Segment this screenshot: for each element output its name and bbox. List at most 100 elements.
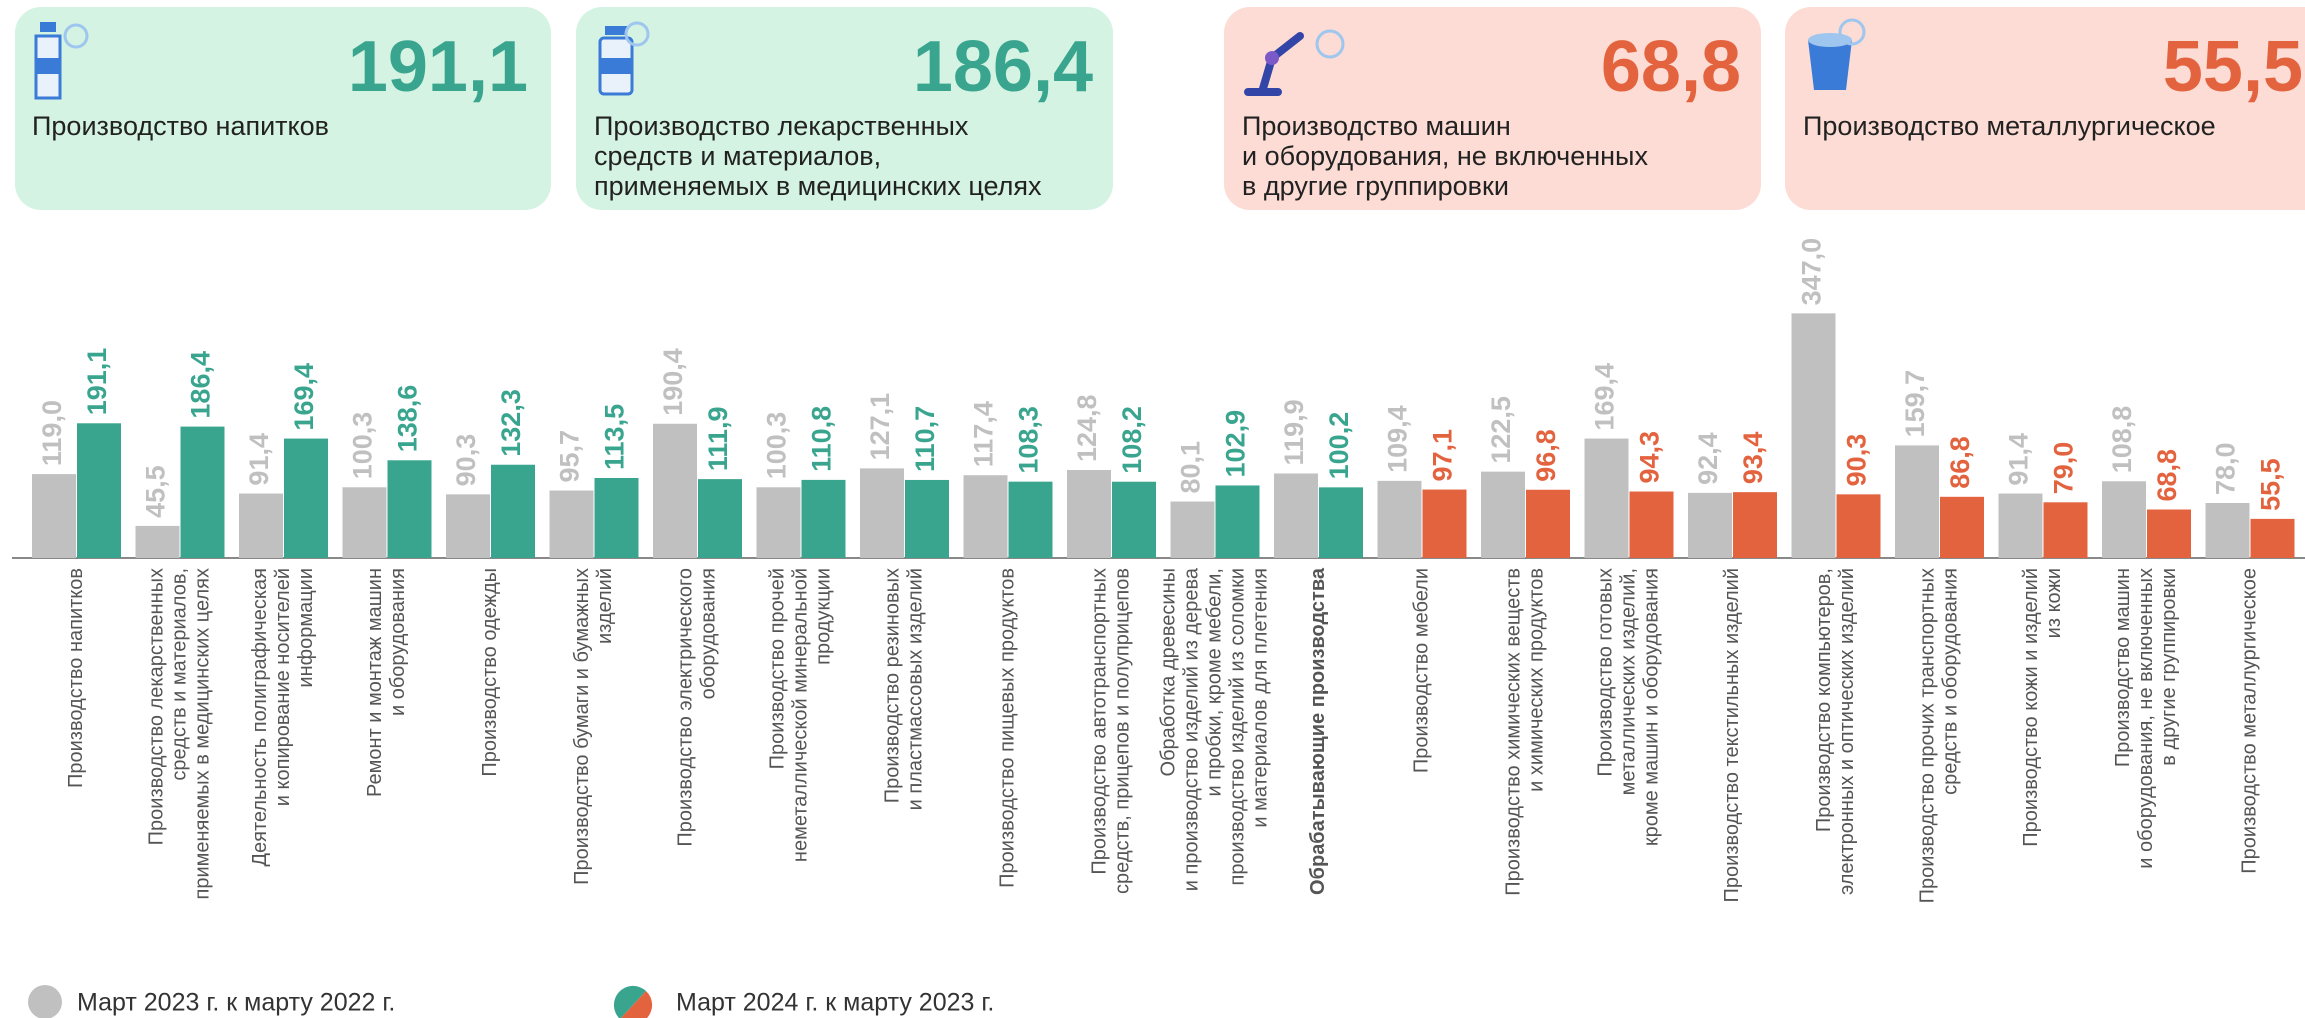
value-label: 68,8: [2152, 449, 2182, 502]
card-value: 191,1: [348, 27, 528, 107]
card-label: в другие группировки: [1242, 171, 1509, 201]
x-tick-label: оборудования: [697, 568, 719, 699]
bar: [342, 487, 387, 558]
icon-bottle: [34, 22, 89, 100]
value-label: 86,8: [1945, 436, 1975, 489]
bar: [963, 475, 1008, 558]
value-label: 96,8: [1531, 429, 1561, 482]
value-label: 190,4: [658, 348, 688, 416]
value-label: 102,9: [1221, 410, 1251, 478]
value-label: 90,3: [451, 434, 481, 487]
bar: [1481, 471, 1525, 558]
x-tick-label: Производство напитков: [65, 568, 87, 788]
value-label: 132,3: [496, 389, 526, 457]
x-tick-label: средств, прицепов и полуприцепов: [1111, 568, 1133, 894]
legend-swatch: [620, 991, 653, 1018]
bar: [1526, 489, 1570, 558]
bar: [2102, 481, 2146, 558]
legend-swatch: [613, 985, 646, 1018]
bar: [1733, 492, 1777, 558]
x-tick-label: кроме машин и оборудования: [1640, 568, 1662, 846]
value-label: 138,6: [393, 385, 423, 453]
bar: [32, 474, 76, 558]
value-label: 186,4: [186, 351, 216, 419]
x-tick-label: и копирование носителей: [272, 568, 294, 806]
x-tick-label: Производство резиновых: [881, 568, 903, 803]
card-label: Производство лекарственных: [594, 111, 969, 141]
x-tick-label: Производство химических веществ: [1502, 568, 1524, 896]
card-value: 55,5: [2163, 27, 2303, 107]
bar: [2043, 502, 2088, 558]
value-label: 169,4: [289, 363, 319, 431]
value-label: 95,7: [555, 430, 585, 483]
value-label: 78,0: [2211, 442, 2241, 495]
value-label: 109,4: [1383, 405, 1413, 473]
bar: [1170, 501, 1215, 558]
x-tick-label: в другие группировки: [2158, 568, 2180, 766]
x-tick-label: Производство мебели: [1410, 568, 1432, 773]
bar: [653, 423, 697, 558]
legend-label: Март 2023 г. к марту 2022 г.: [77, 989, 395, 1017]
x-tick-label: и пластмассовых изделий: [904, 568, 926, 810]
card-label: Производство напитков: [32, 111, 329, 141]
value-label: 93,4: [1738, 432, 1768, 485]
value-label: 117,4: [969, 401, 999, 467]
bar: [1895, 445, 1939, 558]
bar: [491, 464, 535, 558]
x-tick-label: металлических изделий,: [1617, 568, 1639, 795]
bar: [1836, 494, 1881, 558]
x-tick-label: Производство прочих транспортных: [1916, 568, 1938, 903]
bar: [549, 490, 594, 558]
card-label: и оборудования, не включенных: [1242, 141, 1648, 171]
x-tick-label: Обрабатывающие производства: [1307, 567, 1329, 895]
x-tick-label: Обработка древесины: [1157, 568, 1179, 776]
value-label: 110,7: [910, 406, 940, 472]
x-tick-label: Производство одежды: [479, 568, 501, 777]
value-label: 45,5: [141, 465, 171, 518]
value-label: 80,1: [1176, 441, 1206, 494]
x-tick-label: Производство кожи и изделий: [2020, 568, 2042, 847]
x-tick-label: Производство электрического: [674, 568, 696, 847]
x-tick-label: и материалов для плетения: [1249, 568, 1271, 828]
card-value: 186,4: [913, 27, 1093, 107]
value-label: 91,4: [244, 433, 274, 486]
bar: [2250, 518, 2295, 558]
legend-swatch: [28, 985, 62, 1018]
value-label: 119,9: [1279, 399, 1309, 465]
bar: [2205, 503, 2250, 558]
value-label: 191,1: [82, 348, 112, 416]
bar: [446, 494, 490, 558]
value-label: 108,8: [2107, 406, 2137, 474]
bar: [180, 426, 225, 558]
x-tick-label: изделий: [594, 568, 616, 644]
value-label: 124,8: [1072, 394, 1102, 462]
card-bg: [15, 7, 551, 210]
x-tick-label: Производство металлургическое: [2238, 568, 2260, 874]
bar: [594, 477, 639, 558]
bar: [860, 468, 904, 558]
legend-label: Март 2024 г. к марту 2023 г.: [676, 989, 994, 1017]
x-tick-label: и производство изделий из дерева: [1180, 567, 1202, 891]
x-tick-label: и пробки, кроме мебели,: [1203, 568, 1225, 796]
x-tick-label: и оборудования, не включенных: [2135, 568, 2157, 869]
value-label: 127,1: [865, 393, 895, 461]
value-label: 100,2: [1324, 412, 1354, 480]
x-tick-label: и химических продуктов: [1525, 568, 1547, 792]
x-tick-label: средств и оборудования: [1939, 568, 1961, 795]
bar: [1422, 489, 1467, 558]
value-label: 110,8: [807, 406, 837, 472]
value-label: 79,0: [2049, 442, 2079, 495]
icon-robot: [1244, 29, 1345, 96]
bar: [1584, 438, 1629, 558]
value-label: 55,5: [2256, 458, 2286, 511]
value-label: 108,2: [1117, 406, 1147, 474]
x-tick-label: продукции: [812, 568, 834, 665]
card-label: Производство металлургическое: [1803, 111, 2216, 141]
bar: [77, 423, 121, 558]
x-tick-label: информации: [295, 568, 317, 688]
value-label: 119,0: [37, 400, 67, 466]
x-tick-label: Производство прочей: [766, 568, 788, 769]
bar: [1688, 492, 1732, 558]
value-label: 169,4: [1590, 363, 1620, 431]
value-label: 122,5: [1486, 396, 1516, 464]
